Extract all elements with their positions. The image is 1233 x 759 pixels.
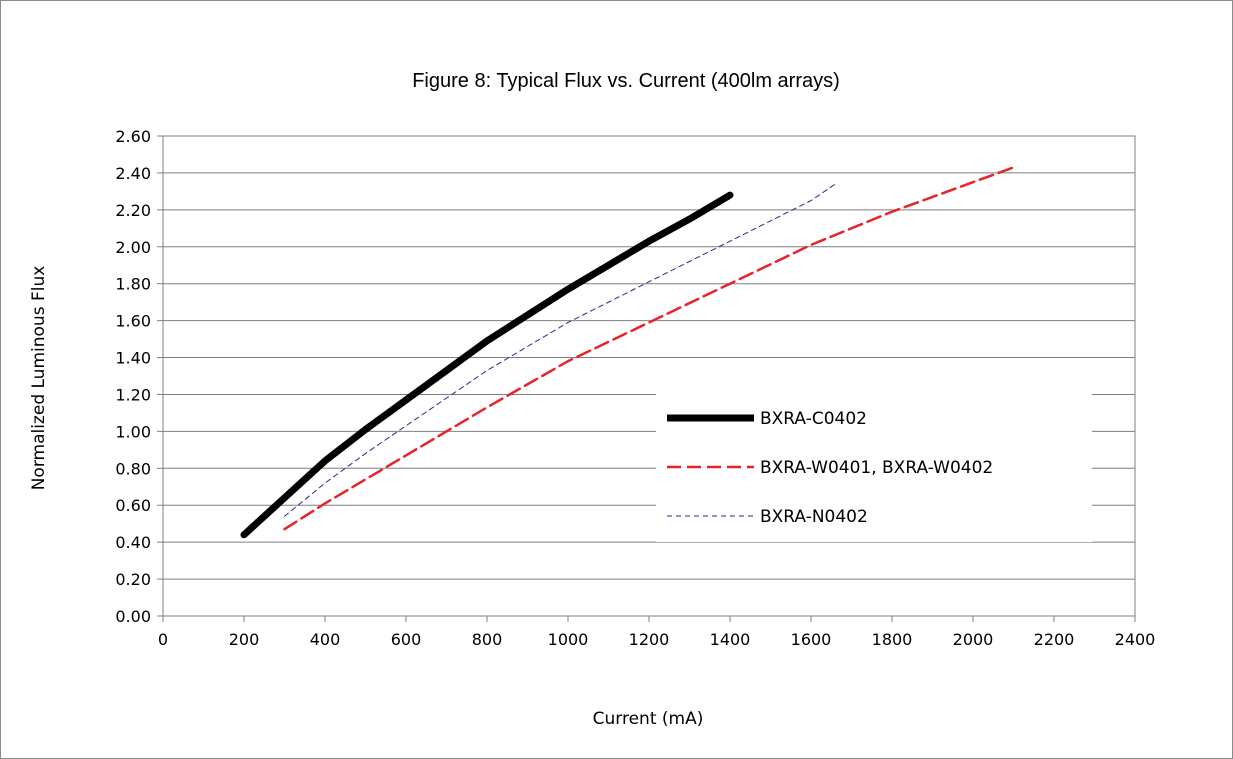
x-tick-label: 1000: [548, 630, 589, 649]
x-tick-label: 1600: [791, 630, 832, 649]
legend-label-3: BXRA-N0402: [760, 507, 868, 527]
y-tick-label: 2.20: [115, 201, 151, 220]
y-axis-label: Normalized Luminous Flux: [29, 266, 49, 491]
y-tick-label: 2.00: [115, 238, 151, 257]
legend: BXRA-C0402 BXRA-W0401, BXRA-W0402 BXRA-N04…: [656, 392, 1092, 542]
x-tick-labels: 0 200 400 600 800 1000 1200 1400 1600 1800 2000 220…: [158, 630, 1155, 649]
chart-title: Figure 8: Typical Flux vs. Current (400l…: [412, 70, 840, 92]
y-tick-label: 2.60: [115, 127, 151, 146]
y-tick-label: 2.40: [115, 164, 151, 183]
y-tick-label: 0.40: [115, 533, 151, 552]
y-tick-label: 0.60: [115, 496, 151, 515]
y-tick-label: 1.60: [115, 312, 151, 331]
legend-label-2: BXRA-W0401, BXRA-W0402: [760, 458, 993, 478]
y-tick-label: 0.20: [115, 570, 151, 589]
x-tick-label: 800: [472, 630, 503, 649]
x-tick-label: 200: [229, 630, 260, 649]
y-tick-label: 1.80: [115, 275, 151, 294]
y-tick-label: 1.00: [115, 422, 151, 441]
x-tick-label: 600: [391, 630, 422, 649]
x-tick-label: 2000: [953, 630, 994, 649]
legend-label-1: BXRA-C0402: [760, 409, 867, 429]
axes: [162, 135, 1136, 617]
y-tick-label: 0.00: [115, 607, 151, 626]
y-tick-label: 1.20: [115, 385, 151, 404]
series-line-1: [240, 191, 734, 539]
x-axis-label: Current (mA): [593, 709, 704, 729]
series-line-2: [283, 166, 1015, 531]
gridlines: [157, 135, 1136, 622]
x-tick-label: 1400: [710, 630, 751, 649]
series-line-3: [284, 183, 836, 517]
x-tick-label: 1200: [629, 630, 670, 649]
y-tick-labels: 0.00 0.20 0.40 0.60 0.80 1.00 1.20 1.40 1.60 1.80…: [115, 127, 151, 626]
series-layer: [240, 166, 1015, 539]
x-tick-label: 1800: [872, 630, 913, 649]
x-tick-label: 0: [158, 630, 168, 649]
plot-area: [162, 135, 1136, 617]
y-tick-label: 1.40: [115, 349, 151, 368]
x-tick-label: 2400: [1115, 630, 1156, 649]
y-tick-label: 0.80: [115, 459, 151, 478]
x-tick-label: 2200: [1034, 630, 1075, 649]
x-tick-label: 400: [310, 630, 341, 649]
